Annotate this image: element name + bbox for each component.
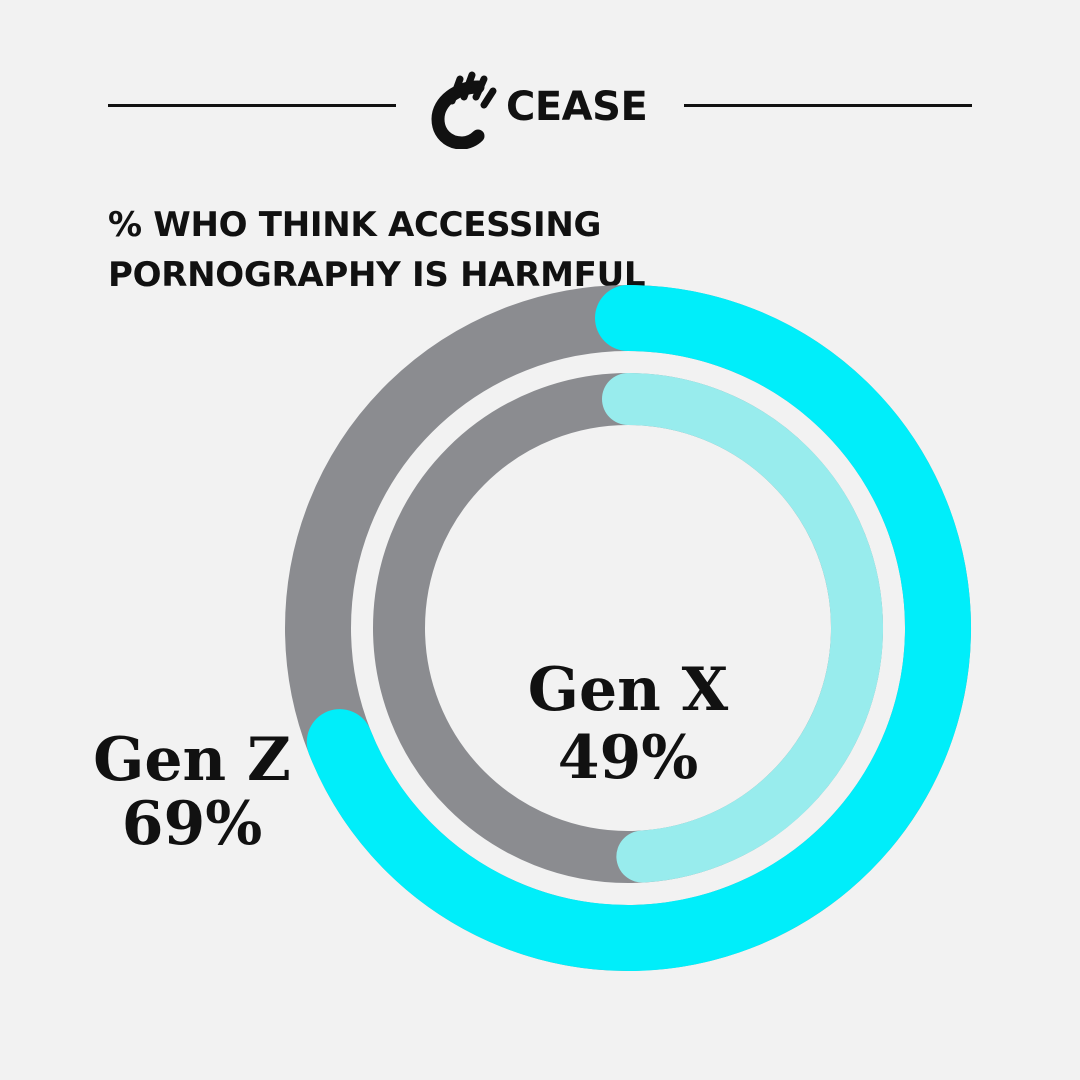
gen-x-arc: [602, 373, 883, 883]
cease-logo: CEASE: [424, 62, 648, 152]
gen-x-label: Gen X: [528, 655, 729, 725]
hand-icon: [431, 71, 497, 149]
right-divider: [684, 104, 972, 107]
chart-title: % WHO THINK ACCESSING PORNOGRAPHY IS HAR…: [108, 205, 646, 295]
gen-x-value: 49%: [558, 723, 699, 793]
gen-z-value: 69%: [122, 789, 263, 859]
left-divider: [108, 104, 396, 107]
gen-z-arc: [306, 285, 971, 971]
gen-z-label: Gen Z: [93, 725, 291, 795]
logo-text: CEASE: [506, 84, 648, 130]
